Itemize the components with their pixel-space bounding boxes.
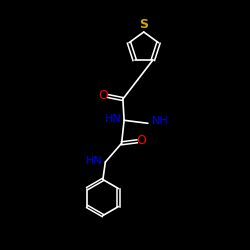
- Text: HN: HN: [104, 114, 121, 124]
- Text: O: O: [137, 134, 146, 147]
- Text: HN: HN: [86, 156, 102, 166]
- Text: O: O: [98, 89, 108, 102]
- Text: NH: NH: [152, 116, 168, 126]
- Text: S: S: [139, 18, 148, 32]
